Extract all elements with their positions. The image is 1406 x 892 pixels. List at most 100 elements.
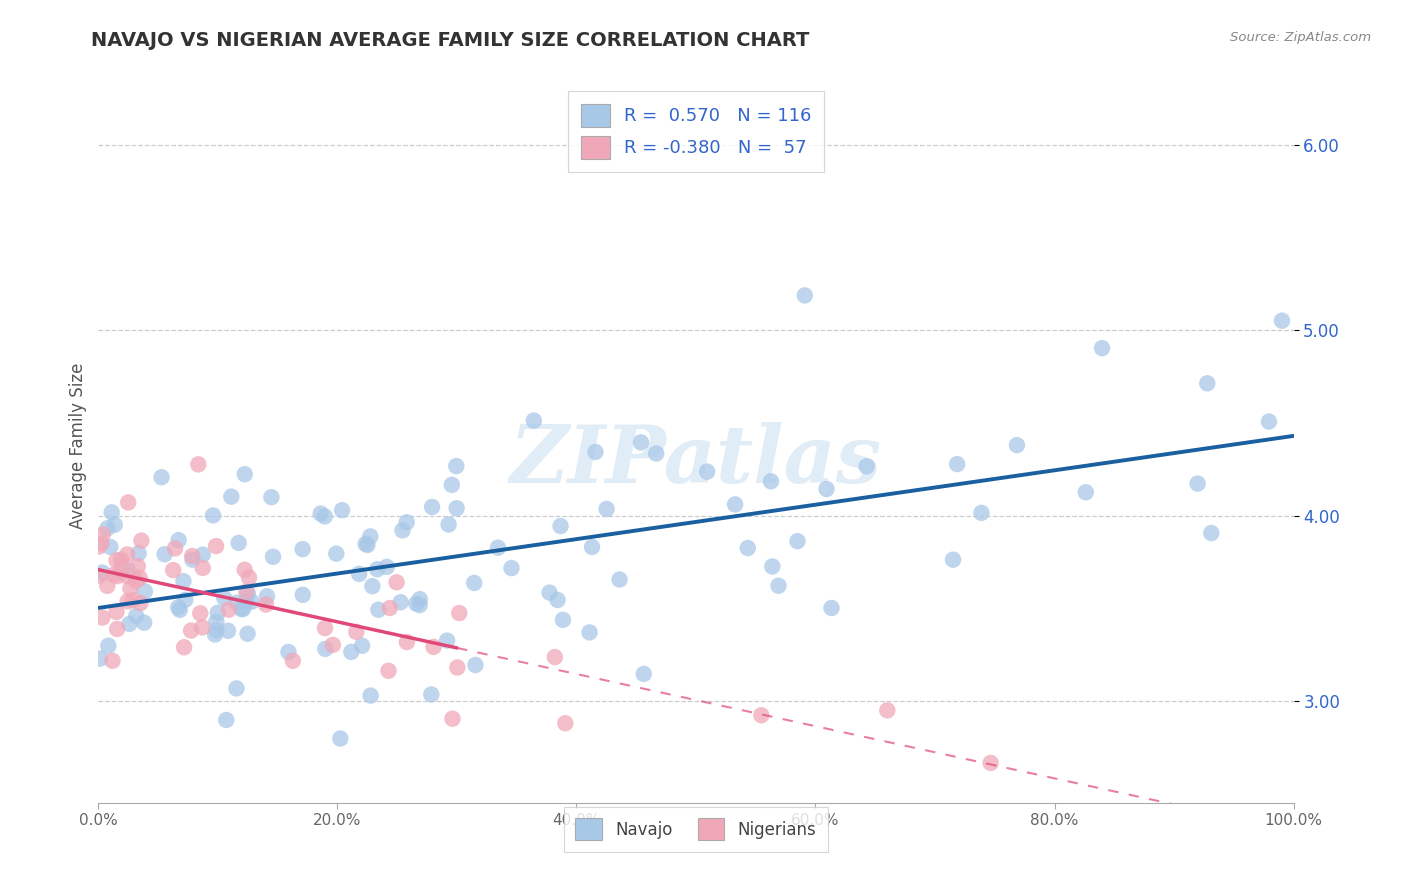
Point xyxy=(360,689,382,703)
Point xyxy=(420,688,443,702)
Point xyxy=(554,716,576,731)
Point xyxy=(463,576,485,591)
Point xyxy=(115,569,138,583)
Point xyxy=(375,560,398,574)
Point xyxy=(181,549,204,563)
Point xyxy=(187,458,209,472)
Point xyxy=(202,508,225,523)
Point xyxy=(786,534,808,549)
Point xyxy=(217,624,239,638)
Point xyxy=(1074,485,1097,500)
Point xyxy=(91,566,114,580)
Point xyxy=(585,445,607,459)
Point xyxy=(120,582,142,596)
Point xyxy=(768,579,790,593)
Point xyxy=(240,595,263,609)
Point xyxy=(218,602,240,616)
Point xyxy=(105,569,128,583)
Point xyxy=(437,517,460,532)
Point xyxy=(100,505,122,519)
Point xyxy=(238,571,260,585)
Point xyxy=(117,495,139,509)
Point xyxy=(215,713,238,727)
Point xyxy=(761,559,783,574)
Point xyxy=(98,540,121,554)
Point xyxy=(395,635,418,649)
Point xyxy=(441,712,464,726)
Point xyxy=(1197,376,1219,391)
Point xyxy=(174,593,197,607)
Point xyxy=(855,459,877,474)
Point xyxy=(486,541,509,555)
Point xyxy=(409,592,432,607)
Point xyxy=(221,490,243,504)
Point xyxy=(173,640,195,655)
Point xyxy=(645,446,668,460)
Point xyxy=(325,547,347,561)
Point xyxy=(1258,415,1281,429)
Point xyxy=(367,603,389,617)
Point xyxy=(188,607,211,621)
Point xyxy=(97,639,120,653)
Point xyxy=(204,627,226,641)
Point xyxy=(309,507,332,521)
Point xyxy=(385,575,408,590)
Point xyxy=(422,640,444,654)
Point xyxy=(231,602,253,616)
Point xyxy=(235,594,257,608)
Point xyxy=(538,585,561,599)
Point xyxy=(391,524,413,538)
Point xyxy=(544,650,567,665)
Point xyxy=(167,600,190,615)
Point xyxy=(96,579,118,593)
Point xyxy=(111,559,134,574)
Point xyxy=(191,548,214,562)
Point xyxy=(150,470,173,484)
Point xyxy=(420,500,443,514)
Point xyxy=(232,602,254,616)
Point xyxy=(191,620,214,634)
Point xyxy=(103,567,125,582)
Point xyxy=(254,598,277,612)
Text: ZIPatlas: ZIPatlas xyxy=(510,422,882,499)
Point xyxy=(163,541,186,556)
Point xyxy=(1271,314,1294,328)
Point xyxy=(205,615,228,629)
Point xyxy=(277,645,299,659)
Point xyxy=(820,601,842,615)
Point xyxy=(1005,438,1028,452)
Point xyxy=(122,593,145,607)
Point xyxy=(314,621,336,635)
Point xyxy=(256,589,278,603)
Point xyxy=(291,542,314,557)
Point xyxy=(737,541,759,555)
Point xyxy=(128,571,150,585)
Point xyxy=(578,625,600,640)
Point xyxy=(105,553,128,567)
Point xyxy=(446,660,468,674)
Point xyxy=(235,584,257,599)
Point xyxy=(205,624,228,638)
Point xyxy=(228,536,250,550)
Point xyxy=(262,549,284,564)
Point xyxy=(207,606,229,620)
Point xyxy=(464,658,486,673)
Point xyxy=(236,586,259,600)
Point xyxy=(446,501,468,516)
Point xyxy=(169,603,191,617)
Point xyxy=(344,624,367,639)
Point xyxy=(125,609,148,624)
Point xyxy=(128,546,150,560)
Point xyxy=(366,562,388,576)
Point xyxy=(550,519,572,533)
Point xyxy=(354,537,377,551)
Point xyxy=(1091,341,1114,355)
Point xyxy=(724,497,747,511)
Point xyxy=(153,547,176,561)
Text: Source: ZipAtlas.com: Source: ZipAtlas.com xyxy=(1230,31,1371,45)
Point xyxy=(233,563,256,577)
Point xyxy=(225,596,247,610)
Point xyxy=(191,561,214,575)
Point xyxy=(377,664,399,678)
Point xyxy=(236,626,259,640)
